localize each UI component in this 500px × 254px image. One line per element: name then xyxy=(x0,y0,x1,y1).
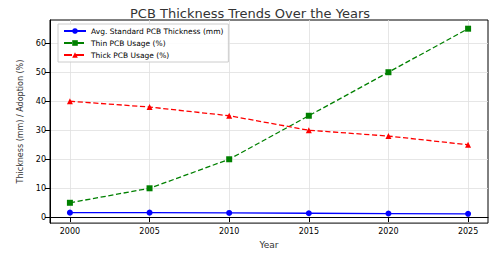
svg-text:60: 60 xyxy=(36,39,46,48)
svg-text:2010: 2010 xyxy=(219,227,239,236)
svg-text:2025: 2025 xyxy=(458,227,478,236)
svg-text:30: 30 xyxy=(36,126,46,135)
svg-text:40: 40 xyxy=(36,97,46,106)
svg-text:50: 50 xyxy=(36,68,46,77)
svg-text:PCB Thickness Trends Over the: PCB Thickness Trends Over the Years xyxy=(130,6,370,21)
svg-text:Thin PCB Usage (%): Thin PCB Usage (%) xyxy=(90,39,166,48)
svg-text:Year: Year xyxy=(258,240,278,250)
svg-text:10: 10 xyxy=(36,184,46,193)
svg-text:2000: 2000 xyxy=(60,227,80,236)
svg-text:20: 20 xyxy=(36,155,46,164)
svg-text:Thickness (mm) / Adoption (%): Thickness (mm) / Adoption (%) xyxy=(16,60,25,185)
svg-text:Avg. Standard PCB Thickness (m: Avg. Standard PCB Thickness (mm) xyxy=(91,27,223,36)
svg-text:2005: 2005 xyxy=(139,227,159,236)
svg-text:2020: 2020 xyxy=(378,227,398,236)
svg-text:Thick PCB Usage (%): Thick PCB Usage (%) xyxy=(90,51,169,60)
svg-text:0: 0 xyxy=(41,213,46,222)
svg-text:2015: 2015 xyxy=(299,227,319,236)
